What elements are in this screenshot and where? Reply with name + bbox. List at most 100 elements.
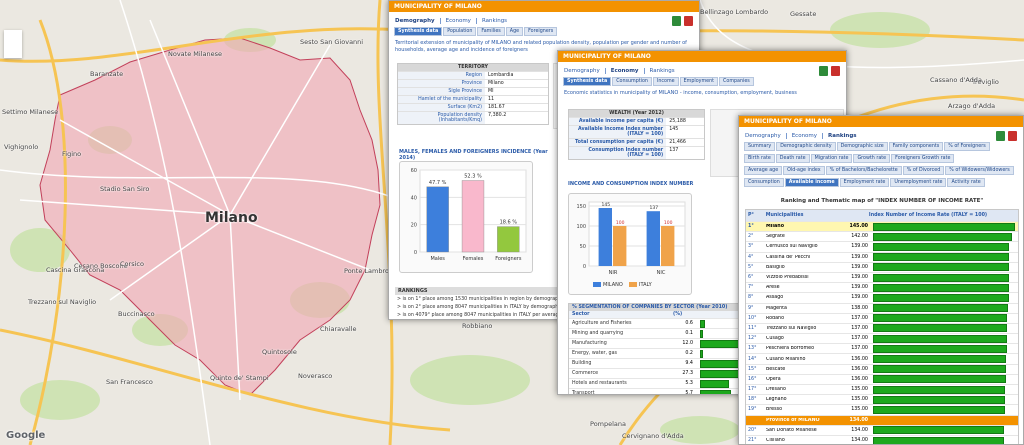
subtab[interactable]: Old-age index (783, 166, 825, 175)
subtab[interactable]: Consumption (744, 178, 784, 187)
zoom-control[interactable] (4, 30, 22, 58)
subtab[interactable]: Summary (744, 142, 776, 151)
column-header: Municipalities (765, 213, 804, 218)
row-key: Total consumption per capita (€) (569, 139, 667, 146)
table-row: Available Income Index number (ITALY = 1… (569, 125, 704, 138)
ranking-line: > is on 1° place among 1530 municipaliti… (397, 297, 577, 302)
pdf-icon[interactable] (1008, 131, 1017, 141)
subtab[interactable]: Demographic density (776, 142, 836, 151)
subtab[interactable]: Average age (744, 166, 783, 175)
ranking-title: Ranking and Thematic map of "INDEX NUMBE… (780, 198, 984, 204)
sector-value: 5.3 (685, 381, 693, 386)
rank: 12° (748, 336, 757, 342)
subtab[interactable]: Birth rate (744, 154, 775, 163)
row-value: 181.67 (488, 105, 505, 110)
subtab[interactable]: Migration rate (810, 154, 853, 163)
subtab[interactable]: Age (505, 27, 524, 36)
rank: 5° (748, 264, 754, 270)
subtab[interactable]: Available income (784, 178, 839, 187)
row-key: Surface (Km2) (398, 104, 485, 111)
municipality-boundary (39, 37, 381, 396)
index-bar (873, 405, 1006, 414)
subtab[interactable]: Activity rate (947, 178, 985, 187)
map-label: Trezzano sul Naviglio (28, 298, 97, 306)
tab-bar: Demography Economy Rankings (395, 18, 699, 24)
column-header: (%) (673, 312, 683, 317)
column-header: Index Number of Income Rate (ITALY = 100… (868, 213, 988, 218)
data-label: 100 (664, 220, 673, 226)
subtab[interactable]: Consumption (612, 77, 652, 86)
index-bar (873, 426, 1005, 435)
tab[interactable]: Demography (395, 18, 435, 24)
legend-label: MILANO (603, 282, 623, 288)
tab[interactable]: Rankings (822, 133, 862, 139)
subtab[interactable]: Income (652, 77, 679, 86)
row-value: 145 (669, 127, 679, 132)
municipality: Arese (766, 285, 780, 291)
table-row: Total consumption per capita (€) 21,466 (569, 138, 704, 146)
excel-icon[interactable] (672, 16, 681, 26)
subtab[interactable]: Family components (888, 142, 944, 151)
subtab[interactable]: Demographic size (836, 142, 888, 151)
table-row: 21° Cisliano 134.00 (746, 434, 1018, 444)
subtab[interactable]: Growth rate (853, 154, 891, 163)
map-label: Robbiano (462, 322, 493, 330)
excel-icon[interactable] (996, 131, 1005, 141)
map-label: Milano (205, 210, 258, 226)
subtab[interactable]: Employment (679, 77, 719, 86)
rank: 2° (748, 234, 754, 240)
subtab[interactable]: Synthesis data (394, 27, 443, 36)
subtab[interactable]: Employment rate (839, 178, 890, 187)
rank: 8° (748, 295, 754, 301)
subtab[interactable]: Families (477, 27, 505, 36)
table-row: 12° Cusago 137.00 (746, 333, 1018, 343)
table-row: Energy, water, gas 0.2 (569, 348, 843, 358)
rank: 11° (748, 325, 757, 331)
map-label: Figino (62, 150, 82, 158)
panel-header: MUNICIPALITY OF MILANO (558, 51, 846, 62)
panel-header: MUNICIPALITY OF MILANO (739, 116, 1023, 127)
subtab[interactable]: Unemployment rate (890, 178, 947, 187)
subtab[interactable]: % of Divorced (902, 166, 945, 175)
subtab[interactable]: % of Widowers/Widowers (945, 166, 1014, 175)
tab[interactable]: Demography (745, 133, 781, 139)
column-header: Sector (572, 312, 590, 317)
tab[interactable]: Economy (785, 133, 822, 139)
subtab[interactable]: Foreigners (524, 27, 558, 36)
y-tick-label: 60 (411, 168, 417, 174)
tab[interactable]: Economy (439, 18, 476, 24)
index-value: 135.00 (851, 407, 868, 413)
tab[interactable]: Demography (564, 68, 600, 74)
subtab[interactable]: Death rate (775, 154, 810, 163)
subtab[interactable]: Foreigners Growth rate (891, 154, 955, 163)
index-bar (873, 293, 1010, 302)
subtab[interactable]: % of Foreigners (944, 142, 990, 151)
tab[interactable]: Rankings (643, 68, 680, 74)
panel: MUNICIPALITY OF MILANO Demography Economy R… (557, 50, 847, 395)
tab[interactable]: Rankings (475, 18, 512, 24)
table-row: 7° Arese 139.00 (746, 282, 1018, 292)
pdf-icon[interactable] (831, 66, 840, 76)
map-label: Stadio San Siro (100, 185, 150, 193)
municipality: Segrate (766, 234, 785, 240)
subtab[interactable]: Companies (719, 77, 754, 86)
municipality: Peschiera Borromeo (766, 346, 815, 352)
pdf-icon[interactable] (684, 16, 693, 26)
row-key: Available Income Index number (ITALY = 1… (569, 126, 667, 138)
tab[interactable]: Economy (604, 68, 644, 74)
table-row: 15° Bescate 136.00 (746, 363, 1018, 374)
subtab[interactable]: Synthesis data (563, 77, 612, 86)
rank: 4° (748, 254, 754, 260)
map-label: Novate Milanese (168, 50, 222, 58)
excel-icon[interactable] (819, 66, 828, 76)
index-bar (873, 222, 1015, 231)
sector-name: Mining and quarrying (572, 331, 624, 336)
subtab-row: Synthesis data Population Families Age Forei… (394, 27, 699, 36)
tab-bar: Demography Economy Rankings (564, 68, 846, 74)
subtab[interactable]: % of Bachelors/Bachelorette (825, 166, 902, 175)
subtab[interactable]: Population (443, 27, 477, 36)
table-header: Sector (%) (569, 311, 843, 318)
index-value: 134.00 (851, 427, 868, 433)
municipality: Cusago (766, 336, 784, 342)
map-label: Baranzate (90, 70, 124, 78)
